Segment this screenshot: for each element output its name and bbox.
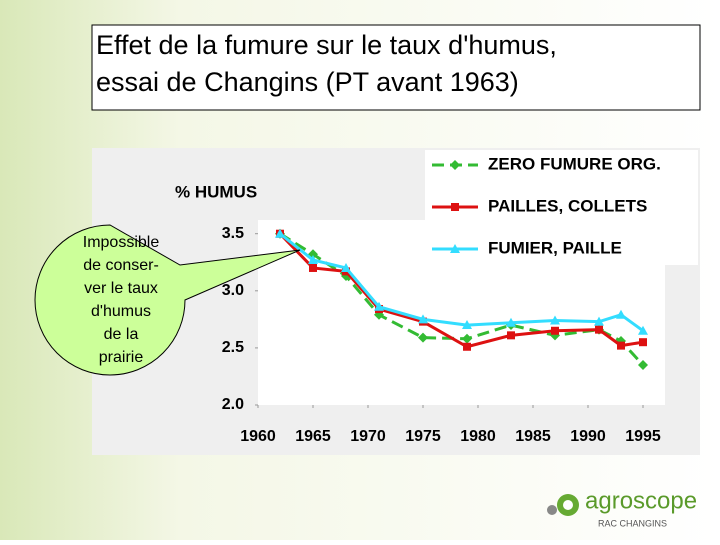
point	[418, 314, 428, 324]
annotation-line: de la	[104, 326, 139, 343]
x-tick-label: 1970	[350, 428, 386, 445]
point	[616, 309, 626, 319]
x-tick-label: 1995	[625, 428, 661, 445]
y-axis-label: % HUMUS	[175, 182, 257, 201]
x-tick-label: 1975	[405, 428, 441, 445]
point	[507, 331, 515, 340]
point	[418, 332, 428, 343]
legend-label: FUMIER, PAILLE	[488, 238, 622, 257]
y-tick-label: 2.0	[222, 396, 244, 413]
legend-symbol	[450, 160, 460, 170]
legend-label: PAILLES, COLLETS	[488, 196, 647, 215]
logo-name: agroscope	[585, 487, 697, 514]
point	[462, 333, 472, 344]
y-tick-label: 3.0	[222, 282, 244, 299]
point	[617, 341, 625, 350]
point	[550, 315, 560, 325]
point	[374, 301, 384, 311]
series	[275, 228, 648, 335]
point	[638, 325, 648, 335]
x-tick-label: 1990	[570, 428, 606, 445]
legend-marker	[451, 203, 459, 211]
point	[506, 317, 516, 327]
title-line: essai de Changins (PT avant 1963)	[96, 67, 519, 97]
y-tick-label: 3.5	[222, 225, 244, 242]
x-tick-label: 1980	[460, 428, 496, 445]
legend-symbol	[450, 244, 460, 253]
point	[308, 254, 318, 264]
legend-symbol	[451, 203, 459, 211]
annotation-line: prairie	[99, 349, 144, 366]
y-tick-label: 2.5	[222, 339, 244, 356]
point	[462, 320, 472, 330]
legend-marker	[450, 244, 460, 253]
legend-label: ZERO FUMURE ORG.	[488, 154, 661, 173]
point	[639, 338, 647, 347]
callout-bubble	[34, 224, 301, 376]
legend-marker	[450, 160, 460, 170]
logo-dot	[547, 505, 557, 515]
annotation-line: Impossible	[83, 234, 160, 251]
point	[551, 326, 559, 335]
title-line: Effet de la fumure sur le taux d'humus,	[96, 30, 557, 60]
logo-subtitle: RAC CHANGINS	[598, 518, 667, 528]
point	[341, 262, 351, 272]
point	[594, 316, 604, 326]
annotation-line: de conser-	[83, 257, 159, 274]
title-box	[91, 24, 701, 111]
point	[275, 228, 285, 238]
annotation-line: ver le taux	[84, 280, 158, 297]
point	[309, 263, 317, 272]
x-tick-label: 1960	[240, 428, 276, 445]
x-tick-label: 1985	[515, 428, 551, 445]
annotation-line: d'humus	[91, 303, 151, 320]
point	[595, 325, 603, 334]
logo-inner	[563, 500, 573, 510]
x-tick-label: 1965	[295, 428, 331, 445]
point	[463, 342, 471, 351]
point	[638, 360, 648, 371]
